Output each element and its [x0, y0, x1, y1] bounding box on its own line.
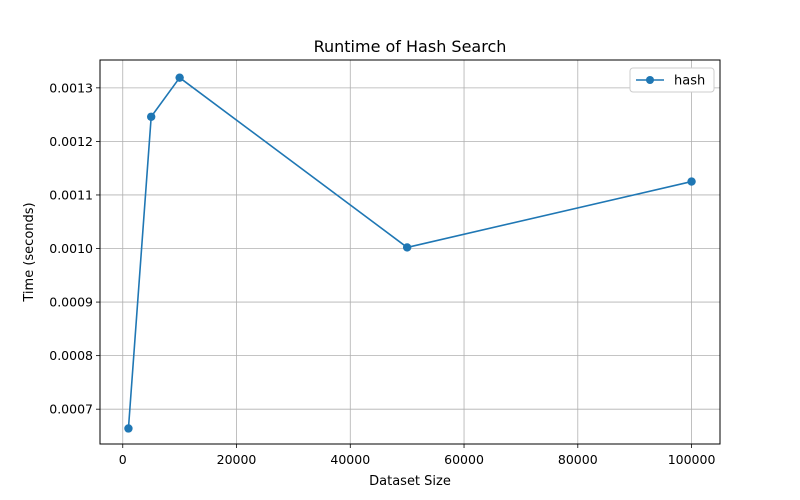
x-tick-label: 100000	[668, 452, 716, 467]
series-layer	[124, 73, 696, 433]
data-point-hash	[175, 73, 184, 82]
y-tick-label: 0.0009	[49, 295, 93, 310]
y-tick-label: 0.0010	[49, 241, 93, 256]
x-axis: 0 20000 40000 60000 80000 100000	[119, 444, 716, 467]
x-tick-label: 20000	[217, 452, 257, 467]
y-tick-label: 0.0008	[49, 348, 93, 363]
x-tick-label: 60000	[444, 452, 484, 467]
plot-frame	[99, 59, 721, 445]
y-tick-label: 0.0007	[49, 402, 93, 417]
y-axis-label: Time (seconds)	[22, 202, 37, 302]
legend-marker-hash	[646, 76, 654, 84]
y-tick-label: 0.0011	[49, 187, 93, 202]
y-tick-label: 0.0013	[49, 80, 93, 95]
x-tick-label: 80000	[558, 452, 598, 467]
data-point-hash	[124, 424, 133, 433]
data-point-hash	[146, 112, 156, 121]
chart-title: Runtime of Hash Search	[314, 37, 507, 56]
legend-label-hash: hash	[674, 74, 705, 89]
legend: hash	[629, 67, 715, 93]
x-tick-label: 0	[119, 452, 127, 467]
legend-frame	[629, 67, 715, 93]
y-tick-label: 0.0012	[49, 134, 93, 149]
y-axis: 0.0007 0.0008 0.0009 0.0010 0.0011 0.0012 0.00…	[49, 80, 100, 417]
x-tick-label: 40000	[330, 452, 370, 467]
data-point-hash	[687, 177, 696, 186]
x-axis-label: Dataset Size	[369, 474, 451, 489]
data-point-hash	[402, 243, 412, 252]
